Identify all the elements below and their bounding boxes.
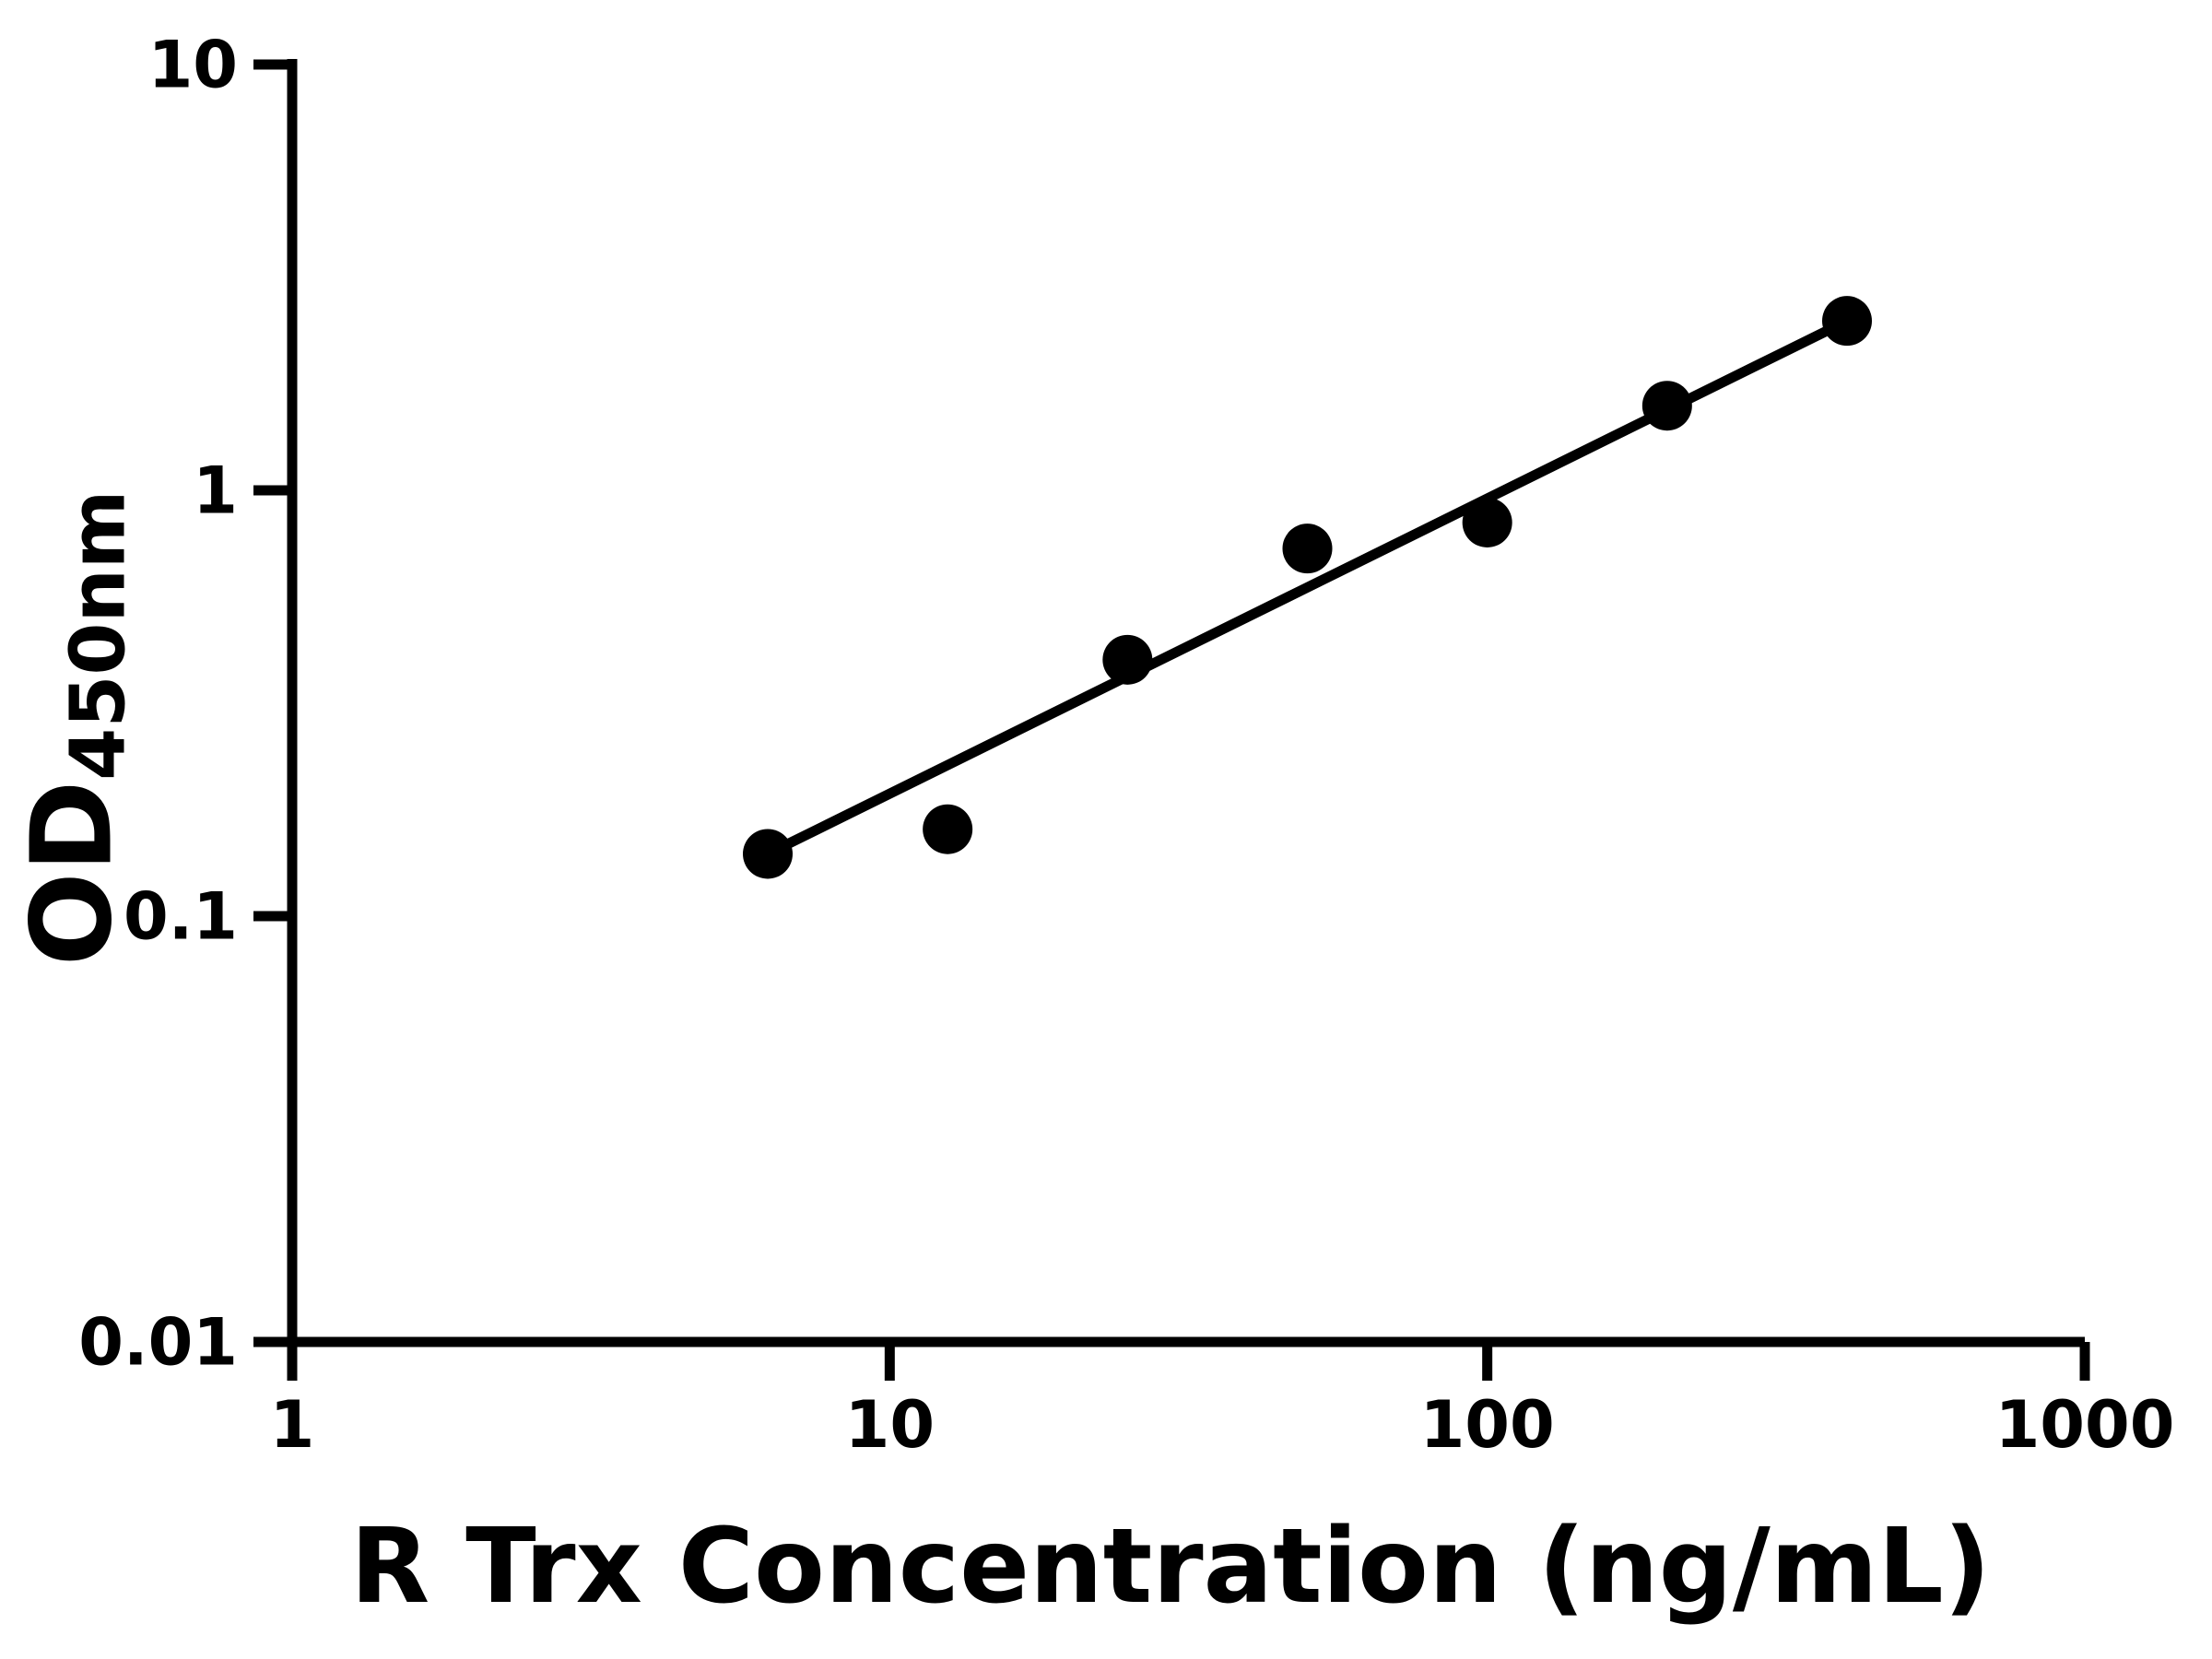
x-axis-title: R Trx Concentration (ng/mL) <box>350 1507 1991 1627</box>
y-axis-title-main: OD <box>8 780 137 967</box>
y-tick-label: 0.1 <box>124 879 238 955</box>
data-point <box>1641 381 1692 431</box>
x-tick-label: 10 <box>845 1387 935 1463</box>
x-tick-label: 1000 <box>1995 1387 2175 1463</box>
x-tick-label: 1 <box>270 1387 315 1463</box>
data-point <box>1822 296 1873 347</box>
data-point <box>1462 497 1512 547</box>
x-tick-label: 100 <box>1420 1387 1555 1463</box>
data-point <box>923 804 973 854</box>
y-tick-label: 10 <box>148 28 238 103</box>
y-axis-title: OD450nm <box>9 490 143 967</box>
y-tick-label: 1 <box>193 453 238 529</box>
y-tick-label: 0.01 <box>78 1305 238 1381</box>
data-point <box>1282 524 1333 574</box>
data-point <box>742 829 793 879</box>
y-axis-title-subscript: 450nm <box>54 489 143 781</box>
data-point <box>1102 634 1153 685</box>
